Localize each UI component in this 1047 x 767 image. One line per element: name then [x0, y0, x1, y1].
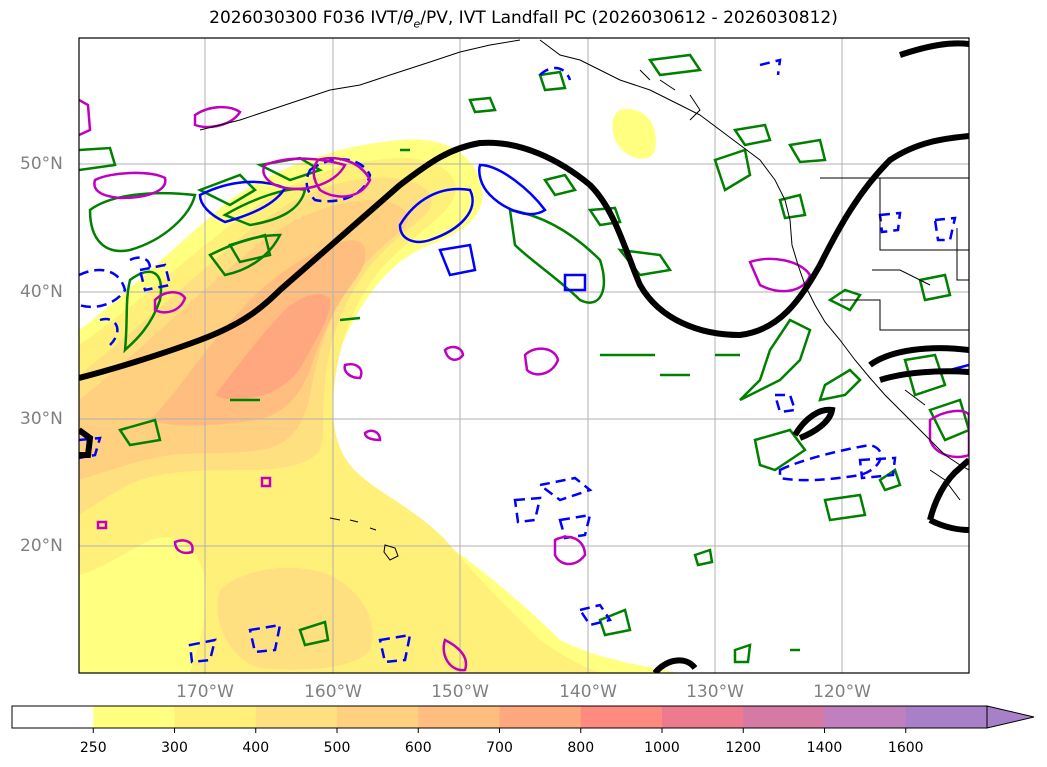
pv-magenta-contours — [79, 98, 969, 672]
colorbar-swatch — [418, 706, 500, 728]
colorbar-swatch — [905, 706, 988, 728]
colorbar-swatch — [174, 706, 257, 728]
ivt-band-700 — [215, 294, 331, 400]
colorbar-swatch — [824, 706, 907, 728]
colorbar-tick-label: 1600 — [887, 740, 924, 756]
lon-label-120w: 120°W — [813, 682, 871, 702]
colorbar-tick-label: 700 — [486, 740, 513, 756]
colorbar-tick-label: 400 — [242, 740, 270, 756]
colorbar-swatch — [499, 706, 582, 728]
pv-green-contours — [79, 53, 969, 664]
lat-label-30n: 30°N — [20, 409, 63, 429]
colorbar-tick-label: 1200 — [725, 740, 762, 756]
lat-label-50n: 50°N — [20, 154, 63, 174]
lon-label-140w: 140°W — [559, 682, 617, 702]
lon-label-170w: 170°W — [176, 682, 234, 702]
colorbar-swatch — [93, 706, 175, 728]
colorbar-swatch — [12, 706, 94, 728]
colorbar-swatch — [662, 706, 744, 728]
coastlines — [199, 39, 969, 561]
colorbar-swatch — [580, 706, 663, 728]
lat-label-40n: 40°N — [20, 282, 63, 302]
lon-label-130w: 130°W — [686, 682, 744, 702]
ivt-landfall-pc-contour — [79, 40, 969, 673]
colorbar-tick-label: 1000 — [644, 740, 680, 756]
colorbar-tick-label: 300 — [161, 740, 188, 756]
colorbar-swatch — [743, 706, 825, 728]
lon-label-150w: 150°W — [431, 682, 489, 702]
colorbar-swatch — [337, 706, 419, 728]
colorbar-tick-label: 1400 — [806, 740, 843, 756]
map-title: 2026030300 F036 IVT/θe/PV, IVT Landfall … — [209, 8, 838, 31]
ivt-filled-contours — [79, 109, 680, 673]
colorbar-extend-arrow — [986, 705, 1035, 729]
plot-frame — [78, 37, 970, 674]
lat-label-20n: 20°N — [20, 536, 63, 556]
colorbar-tick-label: 800 — [567, 740, 595, 756]
colorbar-swatch — [255, 706, 338, 728]
colorbar-tick-label: 250 — [79, 740, 107, 756]
ivt-colorbar — [11, 705, 1035, 733]
lon-label-160w: 160°W — [304, 682, 362, 702]
colorbar-tick-label: 600 — [404, 740, 432, 756]
colorbar-tick-label: 500 — [323, 740, 351, 756]
ivt-band-600 — [150, 240, 366, 426]
